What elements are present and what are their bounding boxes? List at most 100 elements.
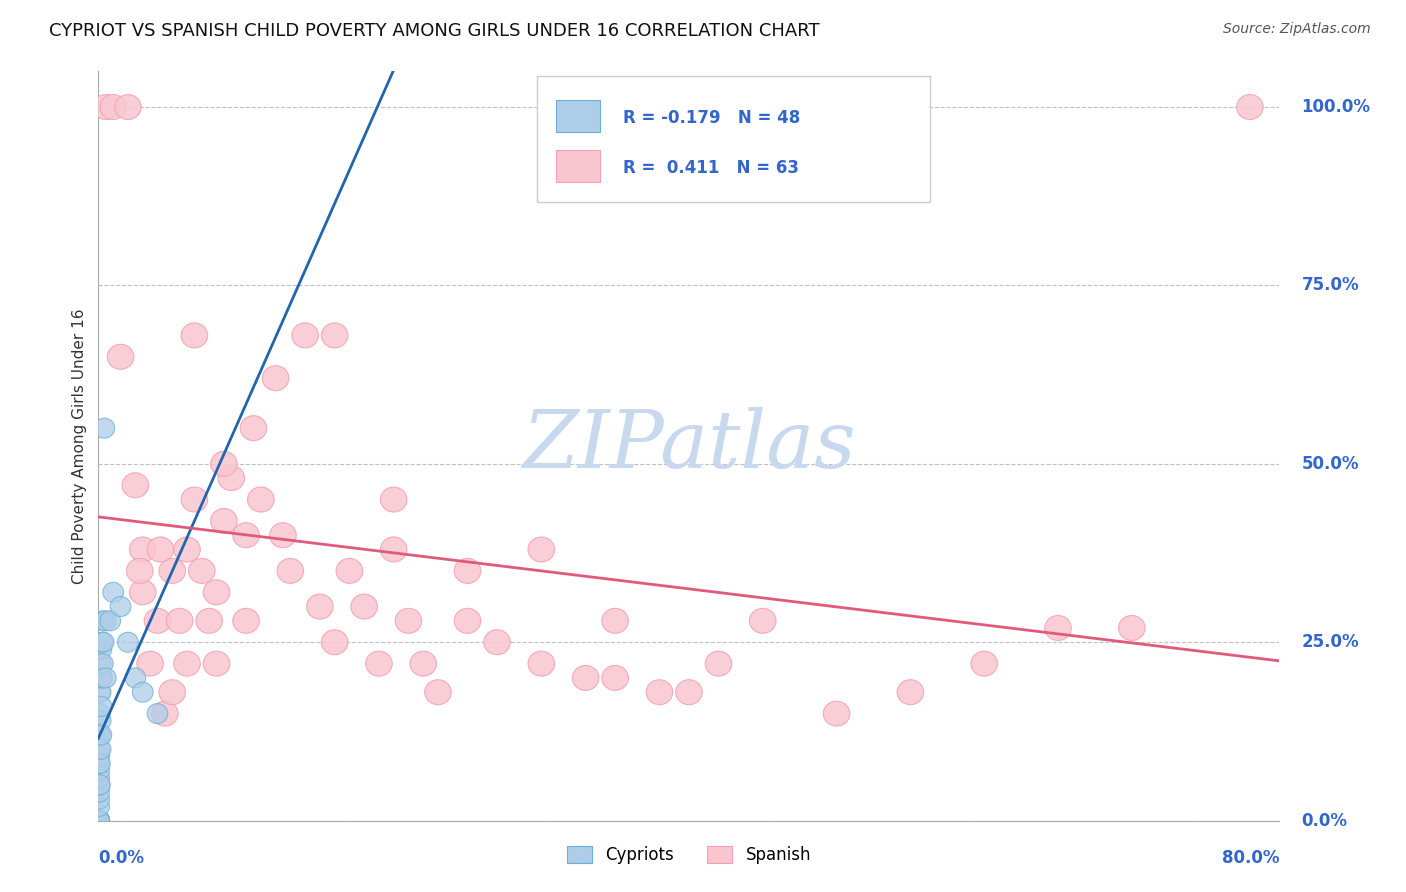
- Ellipse shape: [110, 597, 131, 616]
- Ellipse shape: [93, 632, 114, 652]
- Ellipse shape: [366, 651, 392, 676]
- Ellipse shape: [749, 608, 776, 633]
- Ellipse shape: [307, 594, 333, 619]
- Ellipse shape: [89, 811, 110, 830]
- Ellipse shape: [181, 487, 208, 512]
- Ellipse shape: [93, 95, 120, 120]
- Ellipse shape: [454, 608, 481, 633]
- Ellipse shape: [824, 701, 849, 726]
- Text: 80.0%: 80.0%: [1222, 849, 1279, 867]
- Ellipse shape: [336, 558, 363, 583]
- Text: 75.0%: 75.0%: [1302, 277, 1360, 294]
- Ellipse shape: [136, 651, 163, 676]
- Ellipse shape: [240, 416, 267, 441]
- Ellipse shape: [91, 668, 111, 688]
- Ellipse shape: [152, 701, 179, 726]
- Ellipse shape: [89, 811, 110, 830]
- Ellipse shape: [91, 640, 111, 659]
- Ellipse shape: [103, 582, 124, 602]
- Ellipse shape: [1237, 95, 1263, 120]
- Ellipse shape: [100, 611, 121, 631]
- Ellipse shape: [89, 747, 110, 766]
- Ellipse shape: [381, 537, 406, 562]
- Ellipse shape: [145, 608, 170, 633]
- Ellipse shape: [484, 630, 510, 655]
- Ellipse shape: [89, 768, 110, 788]
- Ellipse shape: [174, 651, 200, 676]
- Ellipse shape: [174, 537, 200, 562]
- Ellipse shape: [159, 558, 186, 583]
- Ellipse shape: [270, 523, 297, 548]
- Ellipse shape: [188, 558, 215, 583]
- Text: 50.0%: 50.0%: [1302, 455, 1360, 473]
- Ellipse shape: [90, 682, 111, 702]
- Text: ZIPatlas: ZIPatlas: [522, 408, 856, 484]
- Ellipse shape: [90, 754, 110, 773]
- Ellipse shape: [91, 697, 111, 716]
- Ellipse shape: [89, 775, 110, 795]
- Ellipse shape: [411, 651, 436, 676]
- Text: R = -0.179   N = 48: R = -0.179 N = 48: [623, 109, 800, 127]
- Text: 0.0%: 0.0%: [1302, 812, 1347, 830]
- Ellipse shape: [148, 537, 174, 562]
- Text: R =  0.411   N = 63: R = 0.411 N = 63: [623, 159, 799, 177]
- Ellipse shape: [89, 811, 110, 830]
- Ellipse shape: [292, 323, 318, 348]
- Ellipse shape: [125, 668, 146, 688]
- Ellipse shape: [218, 466, 245, 491]
- Ellipse shape: [89, 725, 110, 745]
- Ellipse shape: [706, 651, 731, 676]
- Ellipse shape: [127, 558, 153, 583]
- Ellipse shape: [129, 580, 156, 605]
- Ellipse shape: [90, 682, 110, 702]
- Ellipse shape: [93, 611, 114, 631]
- Ellipse shape: [90, 711, 111, 731]
- Ellipse shape: [647, 680, 672, 705]
- Ellipse shape: [89, 754, 110, 773]
- Ellipse shape: [602, 665, 628, 690]
- Ellipse shape: [118, 632, 138, 652]
- Ellipse shape: [381, 487, 406, 512]
- Ellipse shape: [89, 811, 110, 830]
- Ellipse shape: [211, 508, 238, 533]
- Ellipse shape: [91, 725, 111, 745]
- Ellipse shape: [89, 789, 110, 809]
- Ellipse shape: [352, 594, 377, 619]
- Ellipse shape: [132, 682, 153, 702]
- Ellipse shape: [93, 654, 114, 673]
- Ellipse shape: [233, 608, 259, 633]
- Ellipse shape: [90, 704, 110, 723]
- Ellipse shape: [277, 558, 304, 583]
- Ellipse shape: [89, 782, 110, 802]
- Ellipse shape: [529, 651, 554, 676]
- Ellipse shape: [148, 704, 167, 723]
- Ellipse shape: [166, 608, 193, 633]
- Ellipse shape: [211, 451, 238, 476]
- Ellipse shape: [159, 680, 186, 705]
- Legend: Cypriots, Spanish: Cypriots, Spanish: [558, 838, 820, 872]
- Bar: [557, 100, 600, 132]
- Ellipse shape: [90, 775, 110, 795]
- Ellipse shape: [195, 608, 222, 633]
- Text: Source: ZipAtlas.com: Source: ZipAtlas.com: [1223, 22, 1371, 37]
- Ellipse shape: [89, 811, 110, 830]
- Text: 0.0%: 0.0%: [98, 849, 145, 867]
- Ellipse shape: [122, 473, 149, 498]
- Ellipse shape: [89, 811, 110, 830]
- Ellipse shape: [91, 632, 112, 652]
- Ellipse shape: [247, 487, 274, 512]
- Ellipse shape: [572, 665, 599, 690]
- Ellipse shape: [94, 418, 115, 438]
- Ellipse shape: [263, 366, 288, 391]
- Ellipse shape: [96, 668, 117, 688]
- Ellipse shape: [233, 523, 259, 548]
- Ellipse shape: [529, 537, 554, 562]
- Ellipse shape: [89, 811, 110, 830]
- Ellipse shape: [89, 811, 110, 830]
- Ellipse shape: [395, 608, 422, 633]
- Ellipse shape: [322, 630, 347, 655]
- Ellipse shape: [322, 323, 347, 348]
- Ellipse shape: [676, 680, 702, 705]
- Ellipse shape: [89, 761, 110, 780]
- Ellipse shape: [425, 680, 451, 705]
